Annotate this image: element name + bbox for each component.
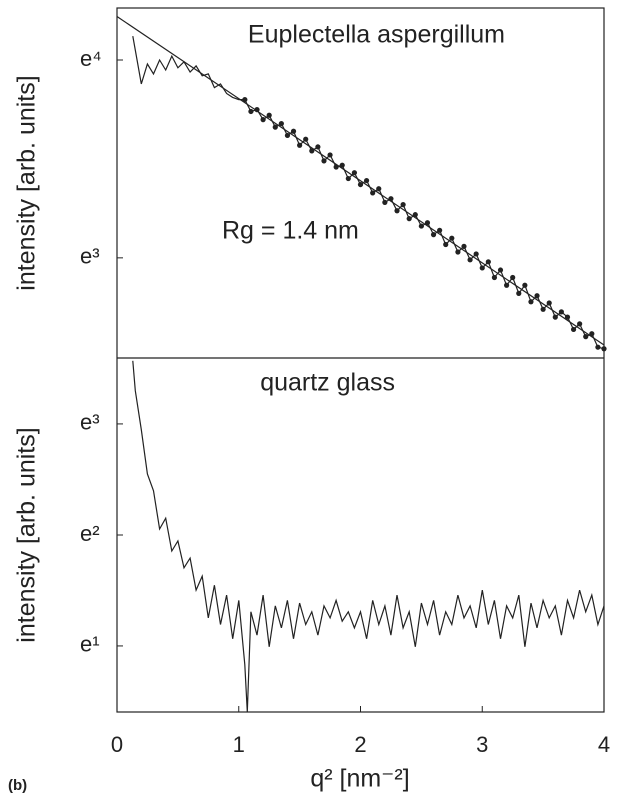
data-point	[339, 162, 345, 168]
data-point	[418, 223, 424, 229]
data-point	[589, 331, 595, 337]
data-point	[424, 220, 431, 226]
data-point	[443, 241, 449, 248]
data-point	[254, 107, 260, 113]
data-point	[491, 274, 498, 281]
y-tick-label: e³	[80, 244, 100, 269]
data-point	[412, 212, 418, 218]
data-point	[242, 97, 248, 103]
data-point	[272, 124, 278, 130]
data-point	[510, 274, 516, 281]
data-point	[467, 257, 473, 263]
data-point	[485, 259, 491, 265]
data-point	[497, 267, 504, 273]
data-line	[132, 35, 245, 101]
x-tick-label: 3	[476, 732, 488, 757]
y-axis-label: intensity [arb. units]	[13, 75, 41, 290]
y-tick-label: e²	[80, 521, 100, 546]
data-point	[570, 326, 577, 333]
data-point	[583, 334, 589, 340]
data-point	[406, 216, 412, 222]
data-point	[455, 249, 461, 255]
data-point	[504, 282, 510, 288]
data-point	[601, 346, 607, 352]
data-point	[479, 265, 485, 271]
chart-title: quartz glass	[260, 369, 395, 397]
data-point	[309, 148, 315, 154]
data-point	[449, 235, 455, 241]
data-line	[116, 16, 605, 346]
data-point	[376, 186, 382, 192]
x-tick-label: 2	[354, 732, 366, 757]
x-tick-label: 0	[111, 732, 123, 757]
data-point	[516, 290, 522, 296]
data-point	[437, 227, 443, 233]
data-point	[260, 117, 266, 123]
data-point	[363, 177, 370, 184]
data-point	[540, 306, 546, 312]
data-point	[284, 132, 291, 139]
data-point	[528, 299, 534, 305]
data-point	[430, 232, 437, 238]
data-point	[382, 199, 388, 205]
data-line	[132, 360, 605, 713]
data-point	[345, 175, 351, 182]
data-point	[297, 142, 303, 148]
y-tick-label: e⁴	[80, 46, 102, 71]
data-point	[278, 120, 284, 127]
data-point	[473, 251, 479, 257]
chart-title: Euplectella aspergillum	[248, 21, 505, 49]
data-point	[552, 314, 558, 320]
annotation: Rg = 1.4 nm	[222, 217, 359, 245]
data-point	[394, 208, 400, 214]
data-point	[303, 136, 309, 142]
data-point	[266, 112, 272, 118]
data-point	[400, 202, 406, 208]
data-point	[370, 190, 376, 196]
data-point	[522, 282, 528, 288]
data-point	[546, 300, 552, 306]
data-point	[290, 128, 297, 134]
y-axis-label: intensity [arb. units]	[13, 427, 41, 642]
data-point	[558, 309, 564, 315]
data-point	[577, 321, 583, 327]
data-point	[461, 243, 467, 249]
data-point	[315, 144, 321, 150]
data-point	[534, 293, 540, 299]
data-point	[248, 108, 254, 115]
data-point	[357, 181, 364, 188]
data-point	[321, 158, 327, 164]
y-tick-label: e³	[80, 410, 100, 435]
x-axis-label: q² [nm⁻²]	[310, 765, 409, 793]
data-point	[564, 314, 571, 320]
x-tick-label: 4	[598, 732, 610, 757]
panel-label: (b)	[8, 777, 27, 794]
x-tick-label: 1	[233, 732, 245, 757]
y-tick-label: e¹	[80, 632, 100, 657]
data-point	[327, 152, 333, 158]
data-point	[351, 170, 358, 176]
data-point	[595, 344, 601, 350]
